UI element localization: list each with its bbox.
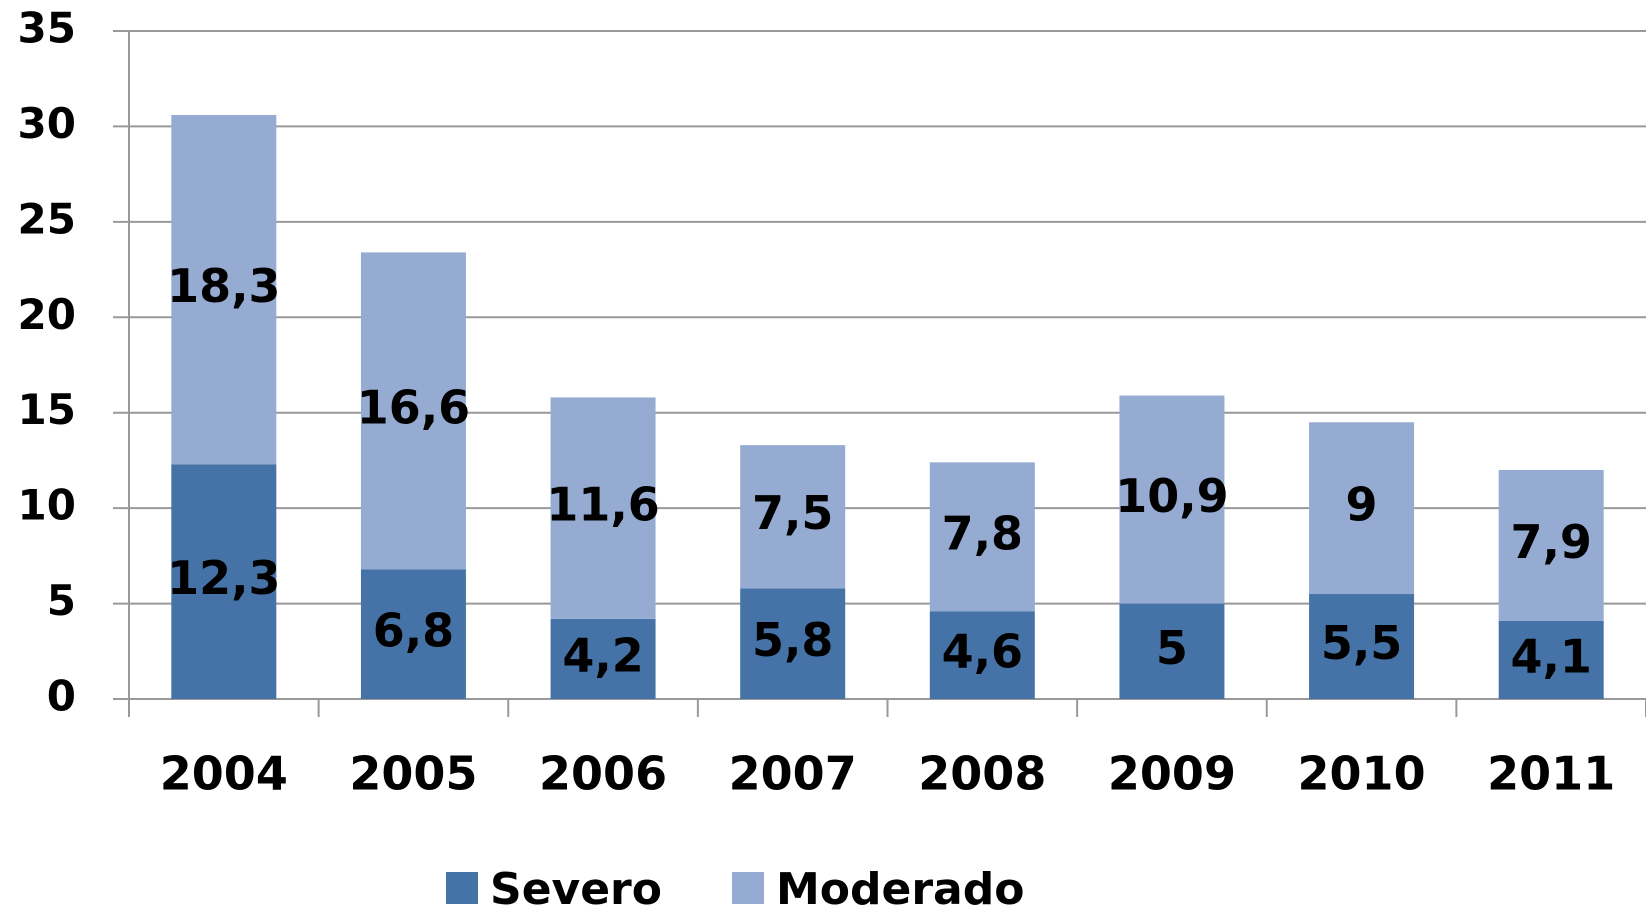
data-label: 5,8 — [752, 613, 834, 667]
bar-segment — [1498, 469, 1604, 621]
bar-segment — [1309, 594, 1415, 699]
data-label: 11,6 — [546, 478, 660, 532]
bar-segment — [929, 462, 1035, 612]
bar-segment — [929, 611, 1035, 699]
x-tick-label: 2005 — [349, 747, 477, 801]
x-tick-label: 2011 — [1487, 747, 1615, 801]
bar-segment — [360, 252, 466, 570]
data-label: 16,6 — [357, 380, 471, 434]
bar-segment — [360, 569, 466, 699]
data-label: 7,9 — [1510, 515, 1592, 569]
y-tick-label: 5 — [47, 576, 76, 625]
data-label: 4,1 — [1510, 629, 1592, 683]
x-tick-label: 2006 — [539, 747, 667, 801]
y-tick-label: 30 — [18, 99, 76, 148]
data-label: 7,8 — [942, 506, 1024, 560]
y-tick-label: 10 — [18, 481, 76, 530]
data-label: 10,9 — [1115, 469, 1229, 523]
data-label: 9 — [1346, 478, 1378, 532]
x-tick-label: 2009 — [1108, 747, 1236, 801]
data-label: 5,5 — [1321, 616, 1403, 670]
data-label: 7,5 — [752, 486, 834, 540]
y-tick-label: 25 — [18, 194, 76, 243]
y-tick-label: 0 — [47, 672, 76, 721]
legend-label: Severo — [490, 864, 662, 909]
y-tick-label: 15 — [18, 385, 76, 434]
bar-segment — [550, 397, 656, 619]
bar-segment — [1498, 620, 1604, 699]
bar-segment — [740, 588, 846, 699]
legend-swatch — [446, 872, 478, 904]
bar-segment — [171, 464, 277, 699]
x-tick-label: 2007 — [729, 747, 857, 801]
data-label: 12,3 — [167, 551, 281, 605]
bar-segment — [740, 445, 846, 589]
data-label: 18,3 — [167, 259, 281, 313]
bar-segment — [1309, 422, 1415, 595]
y-tick-label: 35 — [18, 4, 76, 53]
legend-label: Moderado — [776, 864, 1024, 909]
bar-segment — [550, 618, 656, 699]
data-label: 4,6 — [942, 625, 1024, 679]
x-tick-label: 2008 — [918, 747, 1046, 801]
data-label: 6,8 — [373, 604, 455, 658]
data-label: 4,2 — [562, 628, 644, 682]
bar-segment — [171, 114, 277, 465]
data-label: 5 — [1156, 621, 1188, 675]
x-tick-label: 2004 — [160, 747, 288, 801]
legend-swatch — [732, 872, 764, 904]
bar-segment — [1119, 603, 1225, 699]
x-tick-label: 2010 — [1298, 747, 1426, 801]
y-tick-label: 20 — [18, 290, 76, 339]
bar-segment — [1119, 395, 1225, 604]
